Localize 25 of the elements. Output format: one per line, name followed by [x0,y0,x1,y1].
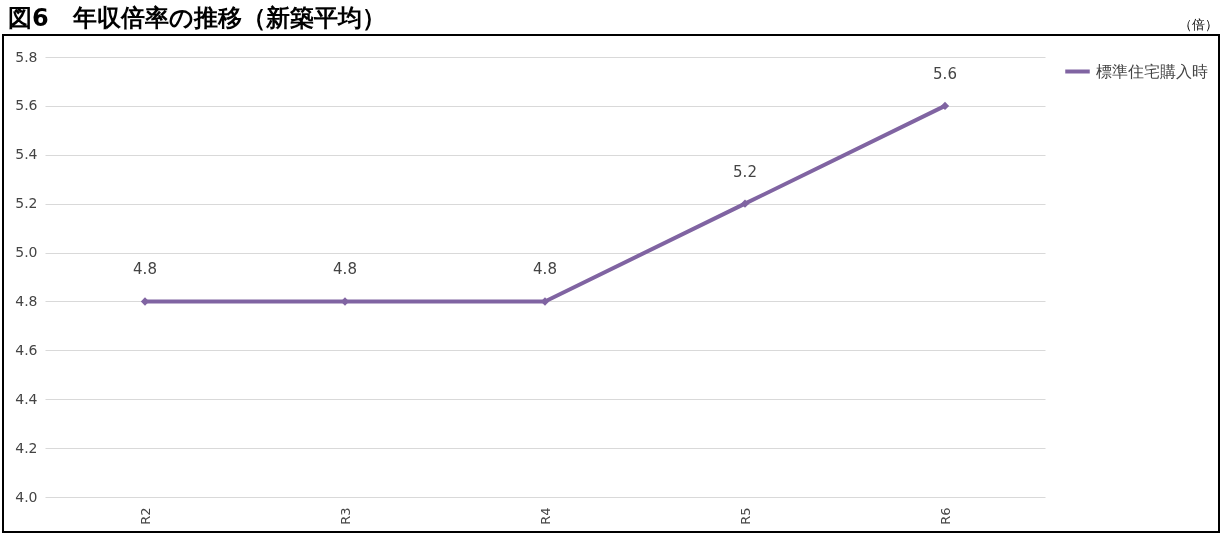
y-tick-label: 5.0 [15,244,38,261]
y-tick-label: 5.4 [15,146,38,163]
x-tick-label: R6 [937,507,953,525]
data-label: 5.2 [733,162,757,181]
x-tick-label: R5 [737,507,753,525]
legend-label: 標準住宅購入時 [1096,61,1208,81]
text: （倍） [1179,16,1218,34]
y-tick-label: 5.6 [15,97,38,114]
data-label: 4.8 [133,260,157,279]
point [940,101,950,111]
y-tick-label: 4.4 [15,390,38,407]
data-label: 4.8 [333,260,357,279]
point [740,199,750,208]
data-label: 4.8 [533,260,557,279]
y-tick-label: 5.2 [15,195,38,212]
x-tick-label: R4 [537,507,553,525]
chart-title: 図6 年収倍率の推移（新築平均） [8,3,386,34]
y-tick-label: 4.8 [15,292,38,309]
y-tick-label: 4.6 [15,341,38,358]
x-tick-label: R3 [337,507,353,525]
data-label: 5.6 [933,64,957,83]
y-tick-label: 4.0 [15,488,38,505]
y-tick-label: 5.8 [15,48,38,65]
y-tick-label: 4.2 [15,439,38,456]
x-tick-label: R2 [137,507,153,525]
